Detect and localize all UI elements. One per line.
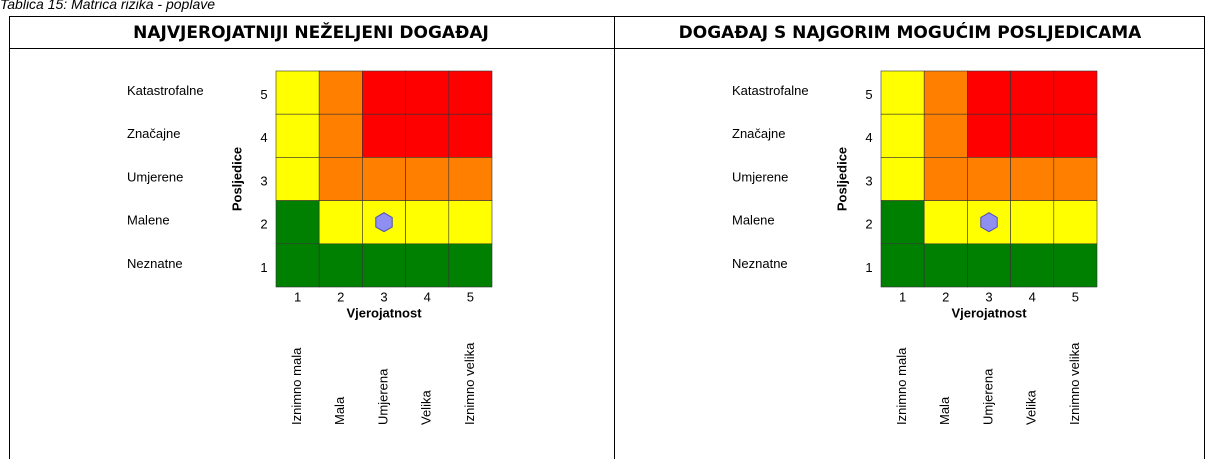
y-tick-label: 1 bbox=[260, 260, 267, 275]
y-tick-label: 5 bbox=[865, 87, 872, 102]
table-frame bbox=[9, 16, 1205, 459]
risk-cell bbox=[405, 243, 450, 288]
risk-cell bbox=[275, 200, 320, 245]
x-category: Umjerena bbox=[980, 368, 995, 425]
risk-cell bbox=[880, 243, 925, 288]
y-tick-label: 2 bbox=[260, 217, 267, 232]
risk-cell bbox=[923, 157, 968, 201]
y-axis-title: Posljedice bbox=[834, 147, 849, 211]
risk-cell bbox=[318, 157, 363, 201]
risk-cell bbox=[275, 157, 320, 201]
x-axis-title: Vjerojatnost bbox=[346, 305, 422, 320]
risk-cell bbox=[1010, 113, 1055, 158]
y-category: Neznatne bbox=[127, 256, 183, 271]
y-category: Malene bbox=[127, 213, 170, 228]
x-axis-title: Vjerojatnost bbox=[951, 305, 1027, 320]
x-category: Umjerena bbox=[375, 368, 390, 425]
risk-cell bbox=[1010, 200, 1055, 245]
risk-cell bbox=[318, 113, 363, 158]
x-tick-label: 2 bbox=[942, 289, 949, 304]
y-category: Neznatne bbox=[732, 256, 788, 271]
risk-cell bbox=[1053, 113, 1098, 158]
risk-cell bbox=[275, 243, 320, 288]
x-category: Iznimno mala bbox=[289, 347, 304, 425]
risk-cell bbox=[448, 200, 493, 245]
risk-cell bbox=[362, 157, 406, 201]
x-tick-label: 1 bbox=[899, 289, 906, 304]
risk-cell bbox=[967, 113, 1011, 158]
x-tick-label: 5 bbox=[1072, 289, 1079, 304]
risk-cell bbox=[448, 157, 493, 201]
y-tick-label: 1 bbox=[865, 260, 872, 275]
x-tick-label: 1 bbox=[294, 289, 301, 304]
risk-cell bbox=[1010, 157, 1055, 201]
x-category: Velika bbox=[419, 390, 434, 425]
y-axis-title: Posljedice bbox=[229, 147, 244, 211]
x-category: Iznimno velika bbox=[1067, 342, 1082, 425]
x-tick-label: 3 bbox=[380, 289, 387, 304]
y-category: Umjerene bbox=[127, 169, 183, 184]
risk-cell bbox=[967, 70, 1011, 115]
risk-cell bbox=[880, 70, 925, 115]
y-tick-label: 4 bbox=[260, 130, 267, 145]
risk-cell bbox=[923, 243, 968, 288]
risk-marker bbox=[980, 212, 998, 233]
y-category: Malene bbox=[732, 213, 775, 228]
risk-cell bbox=[1053, 70, 1098, 115]
risk-cell bbox=[405, 113, 450, 158]
x-tick-label: 2 bbox=[337, 289, 344, 304]
risk-cell bbox=[275, 70, 320, 115]
y-category: Katastrofalne bbox=[127, 83, 204, 98]
risk-cell bbox=[1010, 70, 1055, 115]
y-category: Značajne bbox=[732, 126, 785, 141]
risk-cell bbox=[967, 157, 1011, 201]
x-category: Iznimno mala bbox=[894, 347, 909, 425]
risk-cell bbox=[448, 70, 493, 115]
x-tick-label: 4 bbox=[424, 289, 431, 304]
risk-cell bbox=[880, 113, 925, 158]
y-category: Katastrofalne bbox=[732, 83, 809, 98]
risk-cell bbox=[1053, 243, 1098, 288]
risk-cell bbox=[318, 243, 363, 288]
risk-cell bbox=[1053, 157, 1098, 201]
risk-cell bbox=[880, 157, 925, 201]
risk-cell bbox=[275, 113, 320, 158]
y-category: Značajne bbox=[127, 126, 180, 141]
risk-cell bbox=[880, 200, 925, 245]
risk-cell bbox=[362, 243, 406, 288]
risk-cell bbox=[923, 70, 968, 115]
risk-cell bbox=[448, 243, 493, 288]
risk-cell bbox=[1053, 200, 1098, 245]
y-category: Umjerene bbox=[732, 169, 788, 184]
y-tick-label: 3 bbox=[260, 173, 267, 188]
y-tick-label: 3 bbox=[865, 173, 872, 188]
risk-cell bbox=[405, 70, 450, 115]
y-tick-label: 5 bbox=[260, 87, 267, 102]
x-category: Mala bbox=[937, 396, 952, 425]
x-category: Iznimno velika bbox=[462, 342, 477, 425]
risk-cell bbox=[923, 113, 968, 158]
panel-header: NAJVJEROJATNIJI NEŽELJENI DOGAĐAJ bbox=[133, 21, 489, 43]
risk-cell bbox=[318, 200, 363, 245]
y-tick-label: 2 bbox=[865, 217, 872, 232]
x-tick-label: 5 bbox=[467, 289, 474, 304]
risk-cell bbox=[448, 113, 493, 158]
panel-header: DOGAĐAJ S NAJGORIM MOGUĆIM POSLJEDICAMA bbox=[679, 21, 1143, 43]
risk-cell bbox=[967, 243, 1011, 288]
x-category: Velika bbox=[1024, 390, 1039, 425]
risk-marker bbox=[375, 212, 393, 233]
caption: Tablica 15: Matrica rizika - poplave bbox=[0, 0, 215, 12]
risk-cell bbox=[318, 70, 363, 115]
x-category: Mala bbox=[332, 396, 347, 425]
risk-cell bbox=[362, 113, 406, 158]
x-tick-label: 4 bbox=[1029, 289, 1036, 304]
x-tick-label: 3 bbox=[985, 289, 992, 304]
risk-cell bbox=[405, 157, 450, 201]
risk-cell bbox=[362, 70, 406, 115]
y-tick-label: 4 bbox=[865, 130, 872, 145]
risk-cell bbox=[923, 200, 968, 245]
risk-cell bbox=[1010, 243, 1055, 288]
risk-cell bbox=[405, 200, 450, 245]
